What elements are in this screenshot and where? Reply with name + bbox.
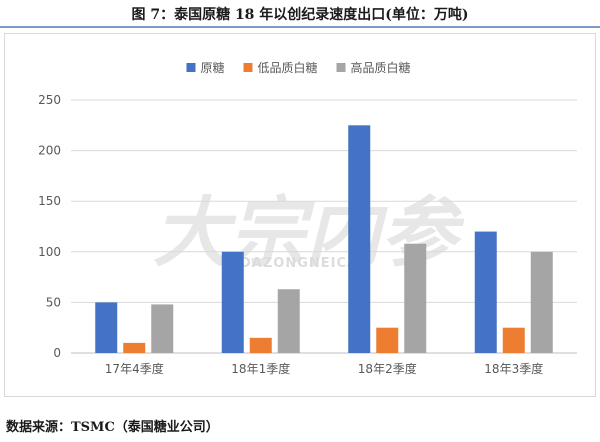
bar [221, 251, 244, 353]
title-underline [0, 26, 600, 28]
bar [502, 327, 525, 353]
legend-swatch [336, 63, 346, 72]
legend: 原糖 低品质白糖 高品质白糖 [186, 60, 411, 75]
x-tick-label: 17年4季度 [105, 361, 164, 376]
bar [249, 337, 272, 353]
y-tick-label: 200 [38, 144, 61, 158]
x-axis: 17年4季度 18年1季度 18年2季度 18年3季度 [105, 361, 543, 376]
y-tick-label: 50 [46, 295, 61, 309]
chart-title: 图 7：泰国原糖 18 年以创纪录速度出口(单位：万吨) [131, 7, 469, 23]
bar [530, 251, 553, 353]
x-tick-label: 18年1季度 [231, 361, 290, 376]
chart-frame: 大宗内参 DAZONGNEICAN 0 50 100 150 200 250 17年4季度… [4, 33, 596, 397]
source-note: 数据来源：TSMC（泰国糖业公司） [6, 420, 219, 435]
bars [95, 125, 553, 353]
bar [376, 327, 399, 353]
bar [348, 125, 371, 353]
y-tick-label: 250 [38, 93, 61, 107]
x-tick-label: 18年3季度 [484, 361, 543, 376]
bar [123, 342, 146, 353]
legend-swatch [186, 63, 196, 72]
y-tick-label: 0 [53, 346, 61, 360]
legend-label: 低品质白糖 [258, 60, 318, 75]
legend-label: 原糖 [201, 60, 225, 75]
watermark-sub: DAZONGNEICAN [240, 256, 370, 271]
y-tick-label: 150 [38, 194, 61, 208]
bar [95, 302, 118, 353]
y-tick-label: 100 [38, 245, 61, 259]
legend-swatch [243, 63, 253, 72]
bar [474, 231, 497, 353]
x-tick-label: 18年2季度 [358, 361, 417, 376]
watermark: 大宗内参 DAZONGNEICAN [153, 188, 465, 277]
bar-chart: 大宗内参 DAZONGNEICAN 0 50 100 150 200 250 17年4季度… [38, 60, 577, 376]
legend-label: 高品质白糖 [351, 60, 411, 75]
y-axis: 0 50 100 150 200 250 [38, 93, 61, 360]
bar [151, 304, 174, 353]
bar [277, 289, 300, 353]
bar [404, 243, 427, 353]
